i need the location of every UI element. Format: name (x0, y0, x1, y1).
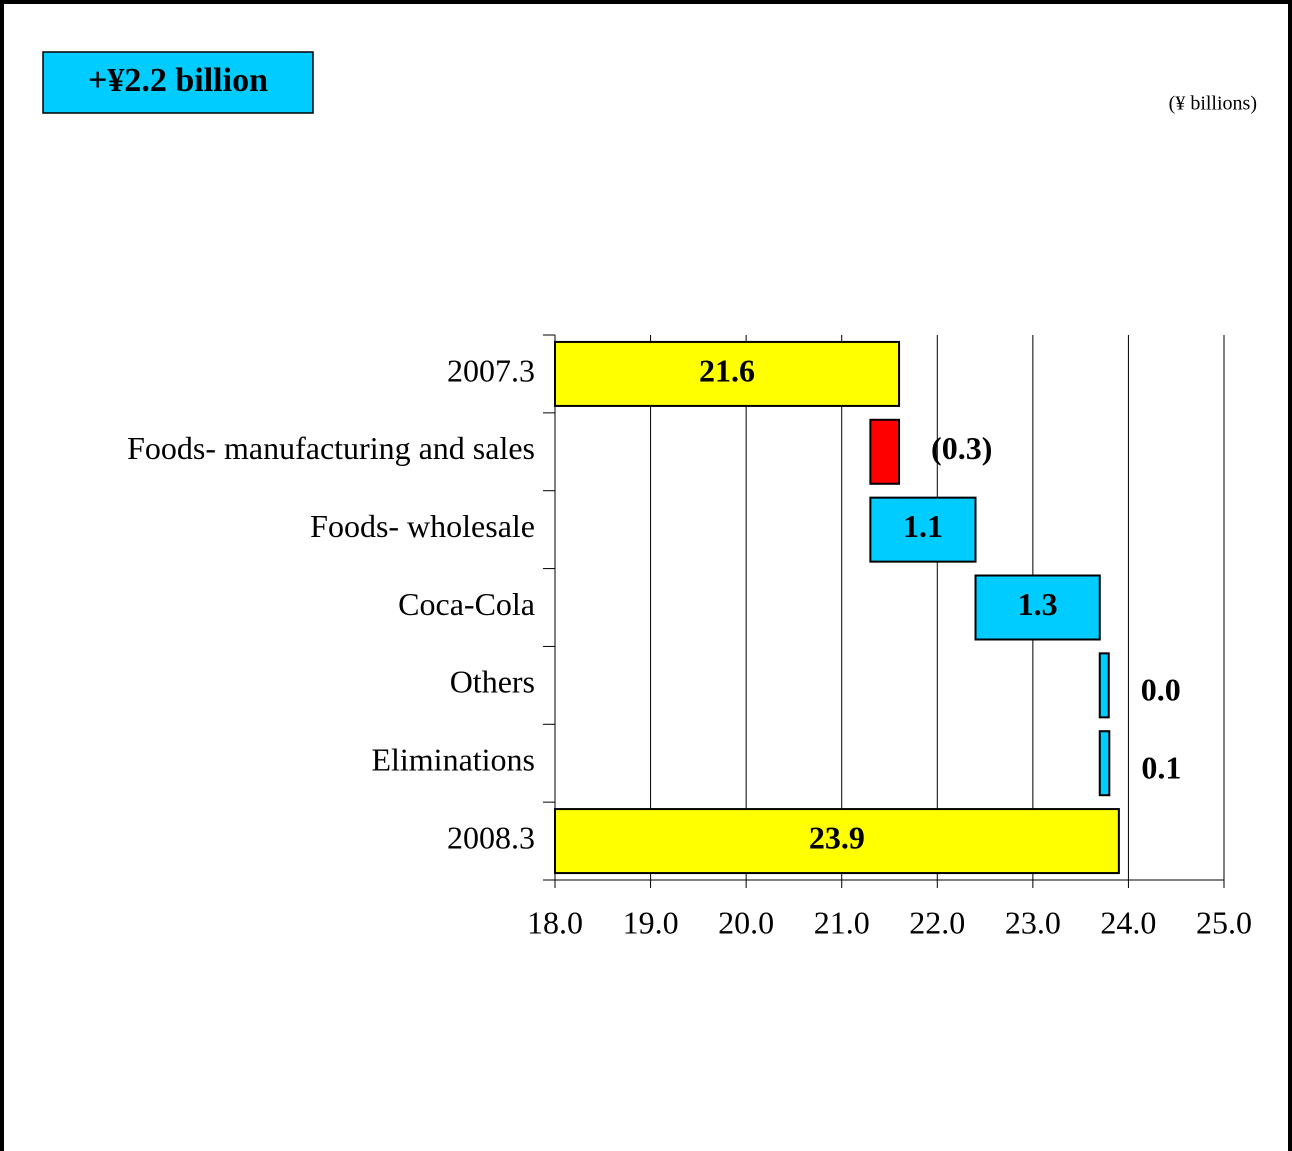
value-label: 23.9 (809, 819, 865, 855)
x-tick-label: 24.0 (1100, 904, 1156, 940)
category-label: Foods- manufacturing and sales (127, 430, 535, 466)
category-label: 2008.3 (447, 819, 535, 855)
category-label: Foods- wholesale (310, 508, 535, 544)
value-label: 1.1 (903, 508, 943, 544)
bar (554, 808, 1120, 875)
x-tick-label: 18.0 (527, 904, 583, 940)
x-tick-label: 22.0 (909, 904, 965, 940)
unit-label: (¥ billions) (1169, 93, 1257, 115)
category-label: Others (450, 664, 535, 700)
value-label: (0.3) (931, 430, 992, 466)
category-label: Coca-Cola (398, 586, 535, 622)
badge: +¥2.2 billion (88, 62, 268, 99)
x-tick-label: 21.0 (814, 904, 870, 940)
bar (974, 574, 1101, 641)
category-label: Eliminations (371, 742, 535, 778)
bar (554, 340, 901, 407)
badge-box (42, 51, 314, 114)
value-label: 0.0 (1141, 672, 1181, 708)
bar (869, 418, 901, 485)
value-label: 1.3 (1018, 586, 1058, 622)
category-label: 2007.3 (447, 352, 535, 388)
value-label: 0.1 (1141, 750, 1181, 786)
value-label: 21.6 (699, 352, 755, 388)
x-tick-label: 25.0 (1196, 904, 1252, 940)
x-tick-label: 19.0 (623, 904, 679, 940)
bar (869, 496, 977, 563)
bar (1098, 652, 1110, 719)
x-tick-label: 20.0 (718, 904, 774, 940)
bar (1098, 730, 1111, 797)
x-tick-label: 23.0 (1005, 904, 1061, 940)
